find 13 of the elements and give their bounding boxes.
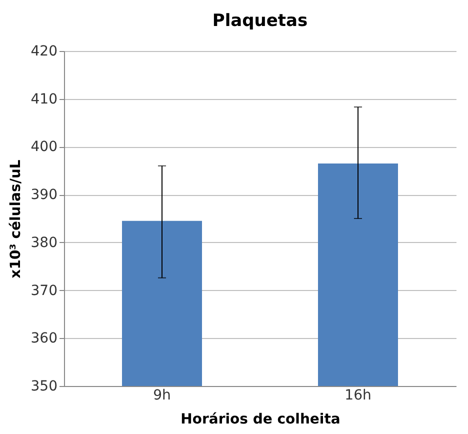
x-tick-label: 9h <box>153 388 171 404</box>
y-tick-label: 370 <box>30 282 58 299</box>
y-tick-label: 390 <box>30 187 58 204</box>
y-tick-label: 350 <box>30 378 58 394</box>
y-tick-label: 420 <box>30 44 58 60</box>
y-axis-title: x10³ células/uL <box>8 160 24 278</box>
x-tick-label: 16h <box>344 388 372 404</box>
y-tick-label: 360 <box>30 330 58 347</box>
chart-title: Plaquetas <box>212 11 308 31</box>
y-tick-label: 400 <box>30 139 58 156</box>
y-tick-label: 380 <box>30 234 58 251</box>
y-tick-label: 410 <box>30 91 58 108</box>
x-axis-title: Horários de colheita <box>180 412 340 428</box>
